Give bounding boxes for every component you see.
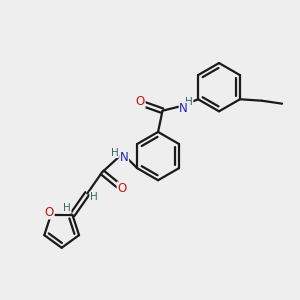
Text: N: N <box>120 151 129 164</box>
Text: N: N <box>179 102 188 115</box>
Text: O: O <box>136 95 145 108</box>
Text: O: O <box>117 182 127 195</box>
Text: H: H <box>185 97 193 107</box>
Text: O: O <box>45 206 54 219</box>
Text: H: H <box>63 203 71 213</box>
Text: H: H <box>90 192 98 202</box>
Text: H: H <box>111 148 119 158</box>
